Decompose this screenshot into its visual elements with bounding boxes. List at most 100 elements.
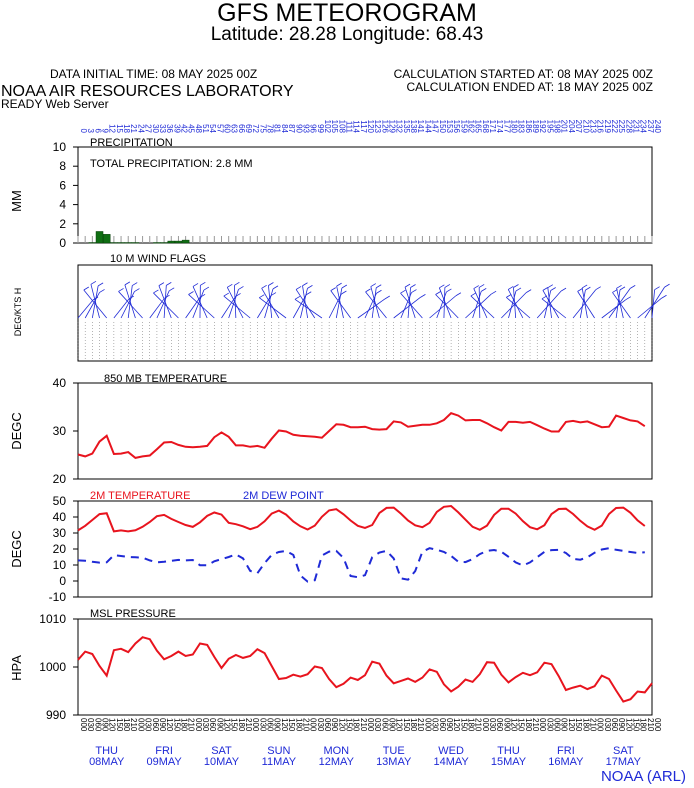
wind-barb-flag: [153, 289, 159, 294]
bottom-hour-label: 150: [574, 718, 583, 732]
bottom-hour-label: 180: [122, 718, 131, 732]
wind-ylabel: DEG/KTS H: [13, 288, 23, 337]
top-hour-label: 93: [301, 124, 310, 133]
wind-barb: [90, 284, 100, 319]
wind-barb: [543, 290, 552, 319]
bottom-hour-label: 210: [244, 718, 253, 732]
top-hour-label: 102: [323, 120, 332, 134]
wind-barb: [192, 289, 205, 319]
wind-barb: [84, 292, 100, 319]
bottom-hour-label: 150: [517, 718, 526, 732]
bottom-hour-label: 150: [344, 718, 353, 732]
top-hour-label: 75: [258, 124, 267, 133]
wind-barb-flag: [307, 285, 313, 289]
wind-barb-flag: [513, 284, 519, 288]
wind-frame: [77, 264, 653, 362]
wind-barb: [336, 286, 344, 319]
wind-barb-flag: [616, 284, 622, 289]
wind-barb: [644, 286, 665, 319]
bottom-hour-label: 180: [294, 718, 303, 732]
top-hour-label: 138: [409, 120, 418, 134]
precip-bar: [174, 240, 183, 244]
noaa-credit: NOAA (ARL): [600, 768, 686, 785]
top-hour-label: 99: [316, 124, 325, 133]
precip-bar: [88, 242, 97, 244]
t850-ylabel: DEGC: [9, 412, 24, 450]
bottom-hour-label: 120: [510, 718, 519, 732]
precip-bar: [181, 239, 190, 244]
wind-barb-flag: [560, 287, 567, 292]
top-hour-label: 12: [108, 124, 117, 133]
wind-barb-flag: [541, 295, 548, 300]
bottom-hour-label: 060: [93, 718, 102, 732]
y-tick-label: -10: [49, 590, 67, 604]
wind-barb-flag: [481, 288, 487, 292]
top-hour-label: 204: [567, 120, 576, 134]
top-hour-label: 78: [266, 124, 275, 133]
wind-barb-flag: [490, 290, 497, 295]
day-date-label: 11MAY: [262, 756, 297, 768]
y-tick-label: 30: [53, 526, 67, 540]
wind-barb-flag: [370, 283, 377, 287]
precip-bar: [124, 242, 132, 244]
wind-barb: [370, 286, 380, 319]
bottom-hour-label: 000: [538, 718, 547, 732]
top-hour-label: 171: [488, 120, 497, 134]
precip-title: PRECIPITATION: [90, 137, 173, 149]
top-hour-label: 9: [101, 129, 110, 134]
bottom-hour-label: 180: [466, 718, 475, 732]
chart-title: GFS METEOROGRAM: [217, 0, 477, 27]
day-of-week-label: SUN: [267, 745, 290, 757]
top-hour-label: 234: [639, 120, 648, 134]
bottom-hour-label: 060: [208, 718, 217, 732]
wind-barb: [506, 297, 531, 319]
wind-barb: [393, 297, 421, 319]
day-date-label: 10MAY: [204, 756, 240, 768]
wind-barb-flag: [330, 287, 336, 291]
wind-barb: [478, 287, 481, 319]
wind-barb: [149, 297, 165, 319]
wind-barb: [465, 293, 492, 319]
precip-total: TOTAL PRECIPITATION: 2.8 MM: [90, 158, 253, 170]
wind-barb-flag: [261, 284, 267, 289]
bottom-hour-label: 030: [373, 718, 382, 732]
server-name: READY Web Server: [1, 97, 109, 111]
calc-ended: CALCULATION ENDED AT: 18 MAY 2025 00Z: [406, 80, 653, 94]
top-hour-label: 222: [610, 120, 619, 134]
wind-barb-flag: [654, 286, 660, 291]
bottom-hour-label: 210: [588, 718, 597, 732]
wind-barb-flag: [168, 287, 175, 292]
wind-barb-flag: [661, 294, 667, 299]
wind-barb: [429, 295, 457, 319]
bottom-hour-label: 060: [553, 718, 562, 732]
bottom-hour-label: 060: [323, 718, 332, 732]
wind-barb: [637, 297, 662, 319]
y-tick-label: 0: [59, 574, 66, 588]
bottom-hour-label: 090: [388, 718, 397, 732]
day-date-label: 12MAY: [319, 756, 355, 768]
top-hour-label: 3: [86, 129, 95, 134]
bottom-hour-label: 120: [165, 718, 174, 732]
wind-barb: [501, 292, 527, 319]
top-hour-label: 24: [136, 124, 145, 133]
bottom-hour-label: 120: [223, 718, 232, 732]
bottom-hour-label: 030: [431, 718, 440, 732]
wind-barb-flag: [506, 294, 512, 298]
top-hour-label: 81: [273, 124, 282, 133]
y-tick-label: 1010: [39, 612, 66, 626]
day-labels: THU08MAYFRI09MAYSAT10MAYSUN11MAYMON12MAY…: [89, 745, 642, 768]
wind-barb: [118, 291, 143, 319]
top-hour-label: 42: [179, 124, 188, 133]
wind-barb-flag: [272, 285, 279, 290]
top-hour-label: 198: [553, 120, 562, 134]
y-tick-label: 990: [46, 708, 66, 722]
wind-barb-flag: [376, 284, 382, 289]
top-hour-label: 207: [574, 120, 583, 134]
bottom-hour-label: 060: [266, 718, 275, 732]
top-hour-label: 60: [223, 124, 232, 133]
wind-barb: [579, 290, 586, 319]
wind-barb-flag: [439, 284, 445, 289]
wind-barb: [226, 287, 244, 319]
wind-barb: [83, 289, 108, 319]
